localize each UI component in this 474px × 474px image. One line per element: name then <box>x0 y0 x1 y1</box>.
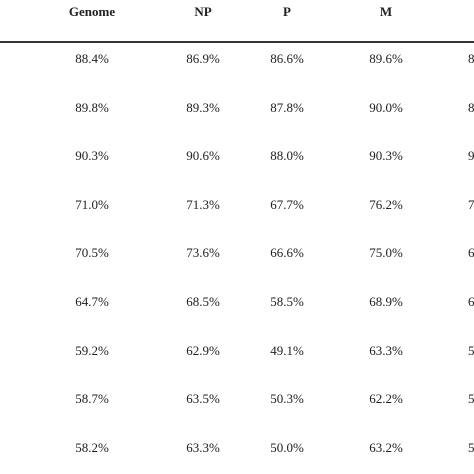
table-cell: 8 <box>468 51 474 66</box>
table-cell: 88.4% <box>75 51 109 66</box>
column-header: Genome <box>68 4 116 19</box>
table-cell: 86.9% <box>186 51 220 66</box>
table-cell: 71.3% <box>186 196 220 212</box>
table-cell: 68.5% <box>186 294 220 309</box>
table-cell: 50.0% <box>270 439 304 455</box>
table-cell: 62.2% <box>369 391 403 407</box>
header-rule <box>0 41 474 43</box>
table-cell: 63.3% <box>369 342 403 358</box>
table-cell: 73.6% <box>186 245 220 261</box>
table-cell: 63.5% <box>186 391 220 407</box>
column-header: M <box>379 4 393 19</box>
table-cell: 58.7% <box>75 391 109 407</box>
table-cell: 66.6% <box>270 245 304 261</box>
table-cell: 67.7% <box>270 196 304 212</box>
column-header: NP <box>194 4 212 19</box>
table-cell: 71.0% <box>75 196 109 212</box>
table-cell: 58.2% <box>75 439 109 455</box>
table-cell: 58.5% <box>270 294 304 309</box>
table-cell: 70.5% <box>75 245 109 261</box>
table-cell: 87.8% <box>270 99 304 115</box>
table-cell: 90.3% <box>75 148 109 164</box>
table-cell: 63.2% <box>369 439 403 455</box>
table-cell: 89.6% <box>369 51 403 66</box>
table-cell: 50.3% <box>270 391 304 407</box>
table-cell: 89.8% <box>75 99 109 115</box>
table-cell: 64.7% <box>75 294 109 309</box>
table-cell: 90.6% <box>186 148 220 164</box>
table-cell: 5 <box>468 391 474 407</box>
table-cell: 5 <box>468 439 474 455</box>
table-cell: 59.2% <box>75 342 109 358</box>
table-cell: 63.3% <box>186 439 220 455</box>
table-cell: 90.3% <box>369 148 403 164</box>
table-cell: 7 <box>468 196 474 212</box>
table-cell: 76.2% <box>369 196 403 212</box>
table-cell: 89.3% <box>186 99 220 115</box>
table-cell: 88.0% <box>270 148 304 164</box>
table-cell: 8 <box>468 99 474 115</box>
table-cell: 9 <box>468 148 474 164</box>
table-cell: 62.9% <box>186 342 220 358</box>
table-cell: 90.0% <box>369 99 403 115</box>
table-cell: 68.9% <box>369 294 403 309</box>
table-cell: 75.0% <box>369 245 403 261</box>
table-cell: 6 <box>468 245 474 261</box>
table-cell: 5 <box>468 342 474 358</box>
table-cell: 49.1% <box>270 342 304 358</box>
column-header: P <box>283 4 291 19</box>
table-cell: 6 <box>468 294 474 309</box>
table-cell: 86.6% <box>270 51 304 66</box>
